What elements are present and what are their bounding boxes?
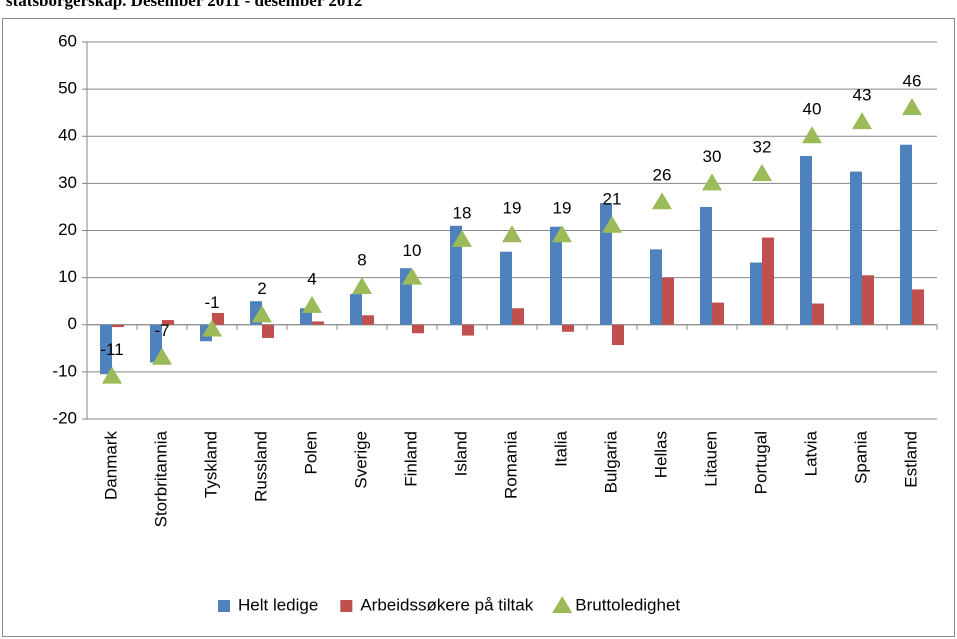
chart-title: statsborgerskap. Desember 2011 - desembe…: [6, 0, 362, 10]
marker: [202, 319, 222, 337]
bar: [262, 324, 274, 338]
x-tick-label: Finland: [401, 431, 420, 487]
bar: [512, 308, 524, 325]
data-label: 26: [653, 166, 672, 185]
bar: [212, 312, 224, 325]
x-tick-label: Hellas: [651, 431, 670, 478]
x-tick-label: Storbritannia: [151, 430, 170, 527]
bar: [112, 324, 124, 328]
bar: [850, 171, 862, 325]
legend-label: Arbeidssøkere på tiltak: [360, 595, 533, 614]
data-label: 30: [703, 147, 722, 166]
marker: [102, 366, 122, 384]
marker: [852, 112, 872, 130]
bar: [362, 315, 374, 325]
x-tick-label: Island: [451, 431, 470, 476]
data-label: -11: [100, 340, 123, 359]
data-label: -7: [154, 321, 169, 340]
x-tick-label: Tyskland: [201, 431, 220, 498]
bar: [562, 324, 574, 332]
bar: [162, 320, 174, 325]
chart-border: [2, 18, 955, 637]
data-label: 4: [307, 269, 316, 288]
x-tick-label: Bulgaria: [601, 430, 620, 493]
bar: [800, 156, 812, 325]
marker: [902, 97, 922, 115]
y-tick-label: 20: [58, 220, 77, 239]
x-tick-label: Italia: [551, 430, 570, 466]
bar: [762, 237, 774, 325]
marker: [302, 295, 322, 313]
y-tick-label: 0: [68, 314, 77, 333]
y-tick-label: 10: [58, 267, 77, 286]
legend-label: Helt ledige: [238, 595, 318, 614]
bar: [912, 289, 924, 325]
marker: [252, 305, 272, 323]
bar: [412, 324, 424, 334]
data-label: 21: [603, 189, 622, 208]
bar: [712, 302, 724, 325]
y-tick-label: 40: [58, 126, 77, 145]
x-tick-label: Romania: [501, 430, 520, 499]
marker: [802, 126, 822, 144]
x-tick-label: Litauen: [701, 431, 720, 487]
x-tick-label: Russland: [251, 431, 270, 502]
legend-swatch: [218, 600, 230, 612]
x-tick-label: Latvia: [801, 430, 820, 476]
x-tick-label: Portugal: [751, 431, 770, 494]
y-tick-label: -20: [52, 408, 77, 427]
data-label: 40: [803, 100, 822, 119]
legend-label: Bruttoledighet: [575, 595, 680, 614]
bar: [700, 206, 712, 325]
data-label: 46: [903, 71, 922, 90]
bar: [462, 324, 474, 336]
marker: [352, 277, 372, 295]
marker: [702, 173, 722, 191]
bar: [612, 324, 624, 346]
marker: [402, 267, 422, 285]
marker: [652, 192, 672, 210]
data-label: 19: [503, 199, 522, 218]
marker: [752, 163, 772, 181]
data-label: 8: [357, 251, 366, 270]
bar: [100, 324, 112, 375]
bar: [500, 251, 512, 325]
y-tick-label: 60: [58, 31, 77, 50]
marker: [152, 347, 172, 365]
bar: [900, 144, 912, 325]
bar: [450, 225, 462, 325]
x-tick-label: Estland: [901, 431, 920, 488]
legend-swatch: [552, 596, 573, 613]
bar: [350, 294, 362, 325]
bar: [650, 249, 662, 325]
marker: [602, 215, 622, 233]
data-label: 18: [453, 203, 472, 222]
bar: [750, 262, 762, 325]
y-tick-label: 30: [58, 173, 77, 192]
legend-swatch: [340, 600, 353, 612]
data-label: 19: [553, 199, 572, 218]
data-label: 2: [257, 279, 266, 298]
x-tick-label: Spania: [851, 430, 870, 483]
bar: [812, 303, 824, 325]
x-tick-label: Polen: [301, 431, 320, 474]
marker: [502, 225, 522, 243]
data-label: 10: [403, 241, 422, 260]
bar: [862, 275, 874, 325]
y-tick-label: 50: [58, 79, 77, 98]
x-tick-label: Sverige: [351, 431, 370, 489]
data-label: 43: [853, 86, 872, 105]
data-label: 32: [753, 137, 772, 156]
bar: [662, 277, 674, 325]
marker: [452, 229, 472, 247]
y-tick-label: -10: [52, 361, 77, 380]
bar: [600, 203, 612, 325]
data-label: -1: [204, 293, 219, 312]
marker: [552, 225, 572, 243]
bar: [550, 226, 562, 325]
bar: [312, 321, 324, 325]
x-tick-label: Danmark: [101, 431, 120, 500]
